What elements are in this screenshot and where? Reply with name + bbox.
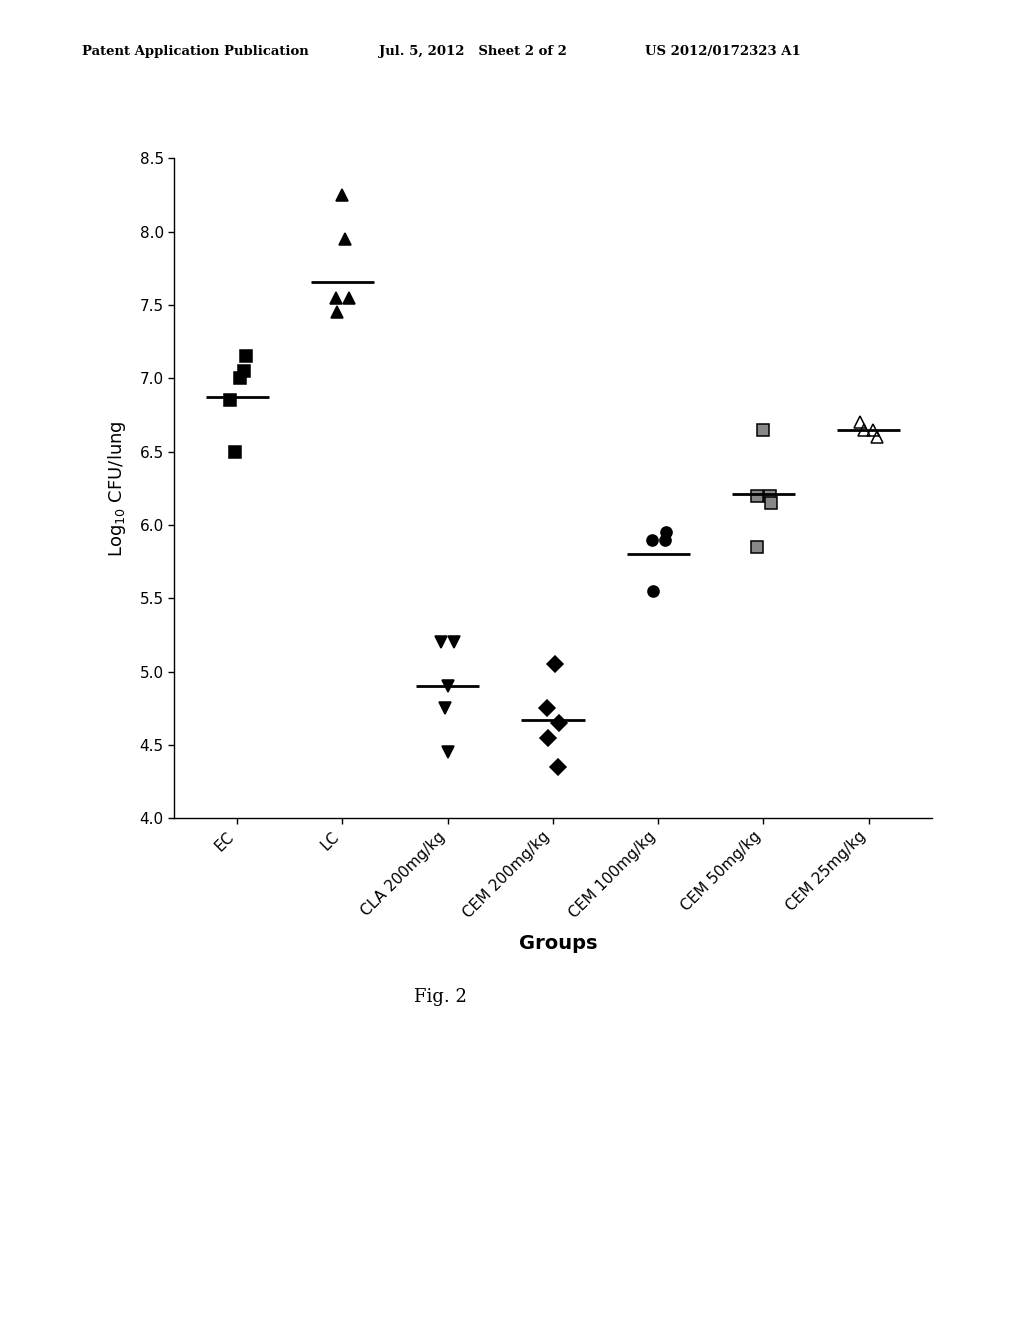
Y-axis label: Log$_{10}$ CFU/lung: Log$_{10}$ CFU/lung bbox=[106, 420, 128, 557]
Text: Fig. 2: Fig. 2 bbox=[414, 987, 467, 1006]
Text: Jul. 5, 2012   Sheet 2 of 2: Jul. 5, 2012 Sheet 2 of 2 bbox=[379, 45, 566, 58]
Text: Groups: Groups bbox=[519, 935, 597, 953]
Text: US 2012/0172323 A1: US 2012/0172323 A1 bbox=[645, 45, 801, 58]
Text: Patent Application Publication: Patent Application Publication bbox=[82, 45, 308, 58]
